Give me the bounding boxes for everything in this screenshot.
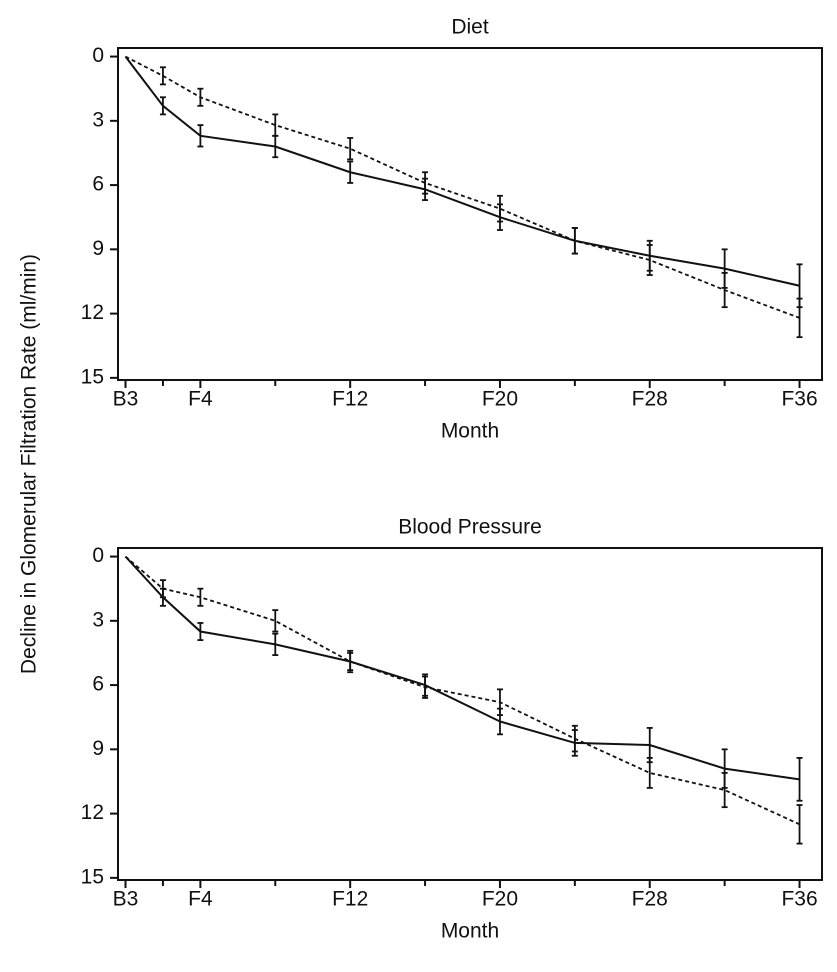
series-line <box>124 555 800 781</box>
error-bar <box>571 724 578 753</box>
y-tick-label: 0 <box>92 544 104 567</box>
error-bar <box>796 757 803 802</box>
error-bar <box>796 804 803 845</box>
y-tick-label: 12 <box>81 801 104 824</box>
error-bar <box>272 113 279 137</box>
x-tick-label: F28 <box>632 388 668 411</box>
error-bar <box>496 194 503 223</box>
y-axis-label: Decline in Glomerular Filtration Rate (m… <box>18 254 41 674</box>
error-bar <box>422 171 429 195</box>
series-line <box>124 55 800 287</box>
series-line <box>125 55 800 319</box>
error-bar <box>159 66 166 86</box>
x-tick-label: B3 <box>113 388 139 411</box>
y-tick-label: 0 <box>92 44 104 67</box>
error-bar <box>159 579 166 599</box>
y-tick-label: 3 <box>92 108 104 131</box>
y-tick-label: 9 <box>92 237 104 260</box>
error-bar <box>197 124 204 148</box>
x-tick-label: B3 <box>113 888 139 911</box>
error-bar <box>272 609 279 633</box>
x-tick-label: F4 <box>188 388 213 411</box>
series-line <box>124 555 800 826</box>
error-bar <box>796 297 803 339</box>
x-axis-label: Month <box>441 420 499 443</box>
error-bar <box>347 137 354 161</box>
error-bar <box>422 675 429 699</box>
error-bar <box>197 587 204 607</box>
y-tick-label: 6 <box>92 173 104 196</box>
x-axis-label: Month <box>441 920 499 943</box>
y-tick-label: 12 <box>81 301 104 324</box>
error-bar <box>197 87 204 107</box>
y-tick-label: 6 <box>92 673 104 696</box>
error-bar <box>646 244 653 276</box>
error-bar <box>571 227 578 255</box>
chart-title: Diet <box>451 16 489 39</box>
y-tick-label: 15 <box>81 365 104 388</box>
y-tick-label: 3 <box>92 608 104 631</box>
error-bar <box>197 622 204 642</box>
plot-frame <box>117 47 823 381</box>
y-tick-label: 15 <box>81 865 104 888</box>
error-bar <box>347 160 354 184</box>
x-tick-label: F12 <box>332 388 368 411</box>
plot-frame <box>117 547 823 881</box>
error-bar <box>347 649 354 674</box>
error-bar <box>721 772 728 809</box>
chart-title: Blood Pressure <box>398 516 542 539</box>
x-tick-label: F36 <box>781 388 817 411</box>
x-tick-label: F28 <box>632 888 668 911</box>
x-tick-label: F20 <box>482 388 518 411</box>
error-bar <box>646 757 653 789</box>
error-bar <box>721 272 728 309</box>
x-tick-label: F4 <box>188 888 213 911</box>
error-bar <box>496 688 503 716</box>
x-tick-label: F12 <box>332 888 368 911</box>
x-tick-label: F20 <box>482 888 518 911</box>
y-tick-label: 9 <box>92 737 104 760</box>
error-bar <box>159 96 166 116</box>
error-bar <box>272 632 279 656</box>
x-tick-label: F36 <box>781 888 817 911</box>
